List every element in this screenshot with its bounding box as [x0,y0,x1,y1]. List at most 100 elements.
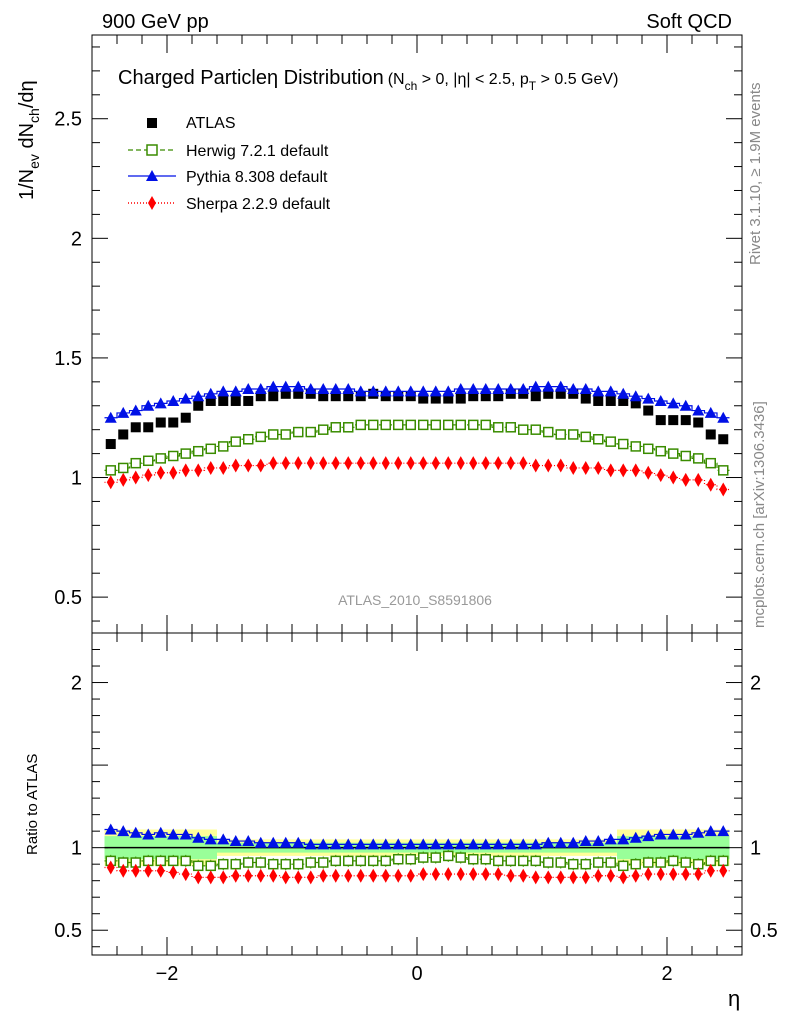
main-point-pythia [317,383,330,395]
legend-label-atlas: ATLAS [186,115,236,132]
ratio-point-pythia [654,828,667,840]
main-point-sherpa [569,460,578,475]
main-point-herwig [368,419,379,431]
ratio-point-herwig [605,857,616,868]
ratio-point-sherpa [344,868,353,883]
ratio-point-sherpa [256,868,265,883]
ratio-point-herwig [543,857,554,868]
ratio-point-sherpa [581,870,590,885]
ratio-point-pythia [142,828,155,840]
ratio-point-sherpa [194,870,203,885]
main-point-atlas [630,398,641,409]
ratio-point-herwig [305,857,316,868]
ratio-point-herwig [268,858,279,870]
ratio-point-sherpa [469,867,478,882]
ratio-ytick-label-right: 1 [750,838,761,860]
ratio-point-pythia [417,838,430,850]
ratio-point-pythia [354,838,367,850]
ratio-point-herwig [655,857,666,868]
ratio-point-herwig [505,855,516,867]
main-point-pythia [654,394,667,406]
main-point-atlas [430,393,441,404]
main-point-pythia [204,387,217,399]
main-point-herwig [255,431,266,443]
ratio-point-sherpa [419,867,428,882]
legend-item-herwig: Herwig 7.2.1 default [128,143,329,160]
ratio-point-pythia [367,838,380,850]
main-point-atlas [230,395,241,406]
main-point-pythia [404,385,417,397]
main-point-pythia [254,383,267,395]
ratio-point-pythia [667,828,680,840]
main-point-sherpa [381,456,390,471]
ratio-point-pythia [442,838,455,850]
ratio-point-herwig [405,853,416,865]
main-point-herwig [343,422,354,433]
main-point-herwig [118,462,129,474]
main-point-pythia [354,385,367,397]
main-point-herwig [430,419,441,431]
main-point-sherpa [631,463,640,478]
main-point-herwig [330,422,341,433]
main-point-atlas [143,422,154,433]
ratio-point-sherpa [181,867,190,882]
ratio-point-pythia [467,838,480,850]
main-point-sherpa [406,456,415,471]
ratio-ytick-label: 2 [71,673,82,695]
main-point-herwig [268,429,279,440]
ratio-point-sherpa [706,863,715,878]
ratio-point-pythia [554,836,567,848]
main-point-sherpa [581,460,590,475]
main-point-herwig [530,424,541,435]
ratio-ytick-label: 1 [71,838,82,860]
main-point-atlas [105,439,116,450]
main-point-pythia [104,411,117,423]
main-point-herwig [318,424,329,435]
ratio-point-herwig [418,852,429,863]
main-point-herwig [180,448,191,459]
ratio-point-sherpa [206,870,215,885]
main-point-sherpa [481,456,490,471]
ratio-point-herwig [355,855,366,867]
ratio-point-pythia [192,831,205,843]
main-point-herwig [405,419,416,431]
main-point-sherpa [156,465,165,480]
ratio-series-pythia [104,823,730,850]
ratio-point-sherpa [231,868,240,883]
main-point-atlas [668,415,679,426]
main-point-pythia [342,383,355,395]
main-point-sherpa [594,460,603,475]
ratio-point-sherpa [631,868,640,883]
legend-label-pythia: Pythia 8.308 default [186,169,328,186]
main-point-herwig [455,419,466,431]
main-panel: 0.5 1 1.5 2 2.5 Charged Particleη Distributi… [54,34,743,634]
ratio-point-pythia [379,838,392,850]
main-point-sherpa [394,456,403,471]
main-point-atlas [193,400,204,411]
main-point-sherpa [344,456,353,471]
ratio-ytick-label-right: 2 [750,673,761,695]
main-marks-layer [104,380,730,497]
analysis-watermark: ATLAS_2010_S8591806 [338,592,492,608]
ratio-point-sherpa [569,870,578,885]
main-point-pythia [642,392,655,404]
ratio-point-pythia [167,828,180,840]
main-point-sherpa [456,456,465,471]
main-series-pythia [104,380,730,423]
main-point-sherpa [181,463,190,478]
ratio-xtick-label: 0 [411,963,422,985]
ratio-point-pythia [429,838,442,850]
main-point-pythia [592,385,605,397]
main-point-sherpa [681,472,690,487]
ratio-point-herwig [343,855,354,867]
y-axis-label-ratio: Ratio to ATLAS [24,754,41,855]
main-point-atlas [130,422,141,433]
ratio-point-herwig [518,855,529,867]
main-point-pythia [117,406,130,418]
main-point-sherpa [519,456,528,471]
main-point-herwig [155,453,166,464]
ratio-point-sherpa [506,868,515,883]
main-point-herwig [705,457,716,469]
ratio-point-pythia [479,838,492,850]
